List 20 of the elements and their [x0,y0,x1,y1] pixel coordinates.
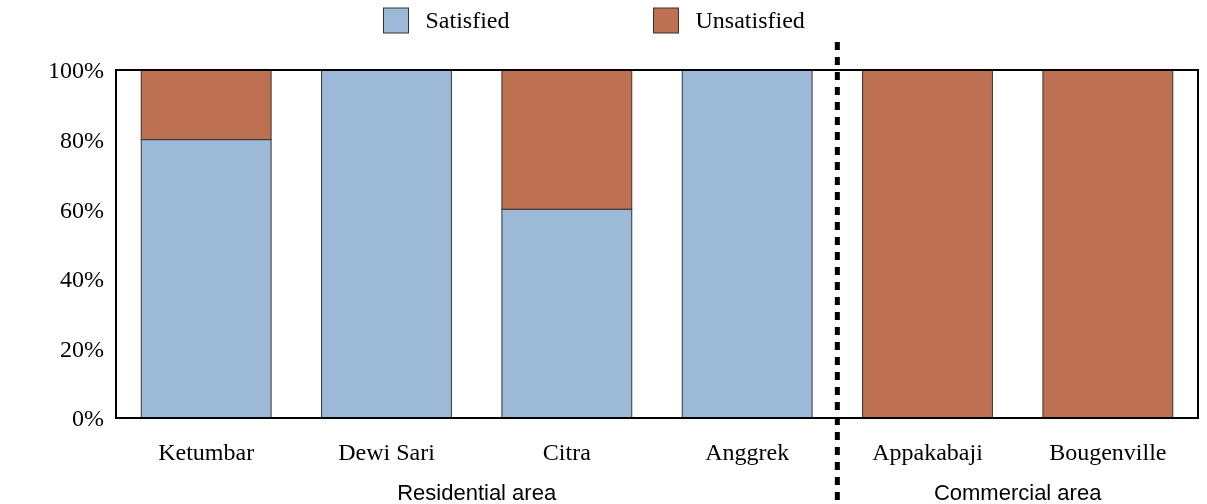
y-tick-label: 40% [60,266,104,293]
legend-label: Unsatisfied [695,7,805,33]
x-tick-label: Anggrek [705,439,790,465]
y-tick-label: 60% [60,196,104,223]
y-tick-label: 20% [60,335,104,362]
x-tick-label: Dewi Sari [338,439,436,465]
text: Residential area [397,480,557,504]
x-tick-label: Citra [542,439,592,465]
legend-label: Satisfied [425,7,510,33]
text: Commercial area [933,480,1103,504]
y-tick-label: 0% [72,405,104,432]
x-tick-label: Appakabaji [872,439,984,465]
bar [1042,69,1174,419]
x-tick-label: Bougenville [1049,439,1167,465]
bar [862,69,993,419]
x-tick-label: Ketumbar [158,439,255,465]
y-tick-label: 100% [48,57,104,84]
bar [321,69,452,419]
y-tick-label: 80% [60,127,104,153]
bar [681,69,813,419]
